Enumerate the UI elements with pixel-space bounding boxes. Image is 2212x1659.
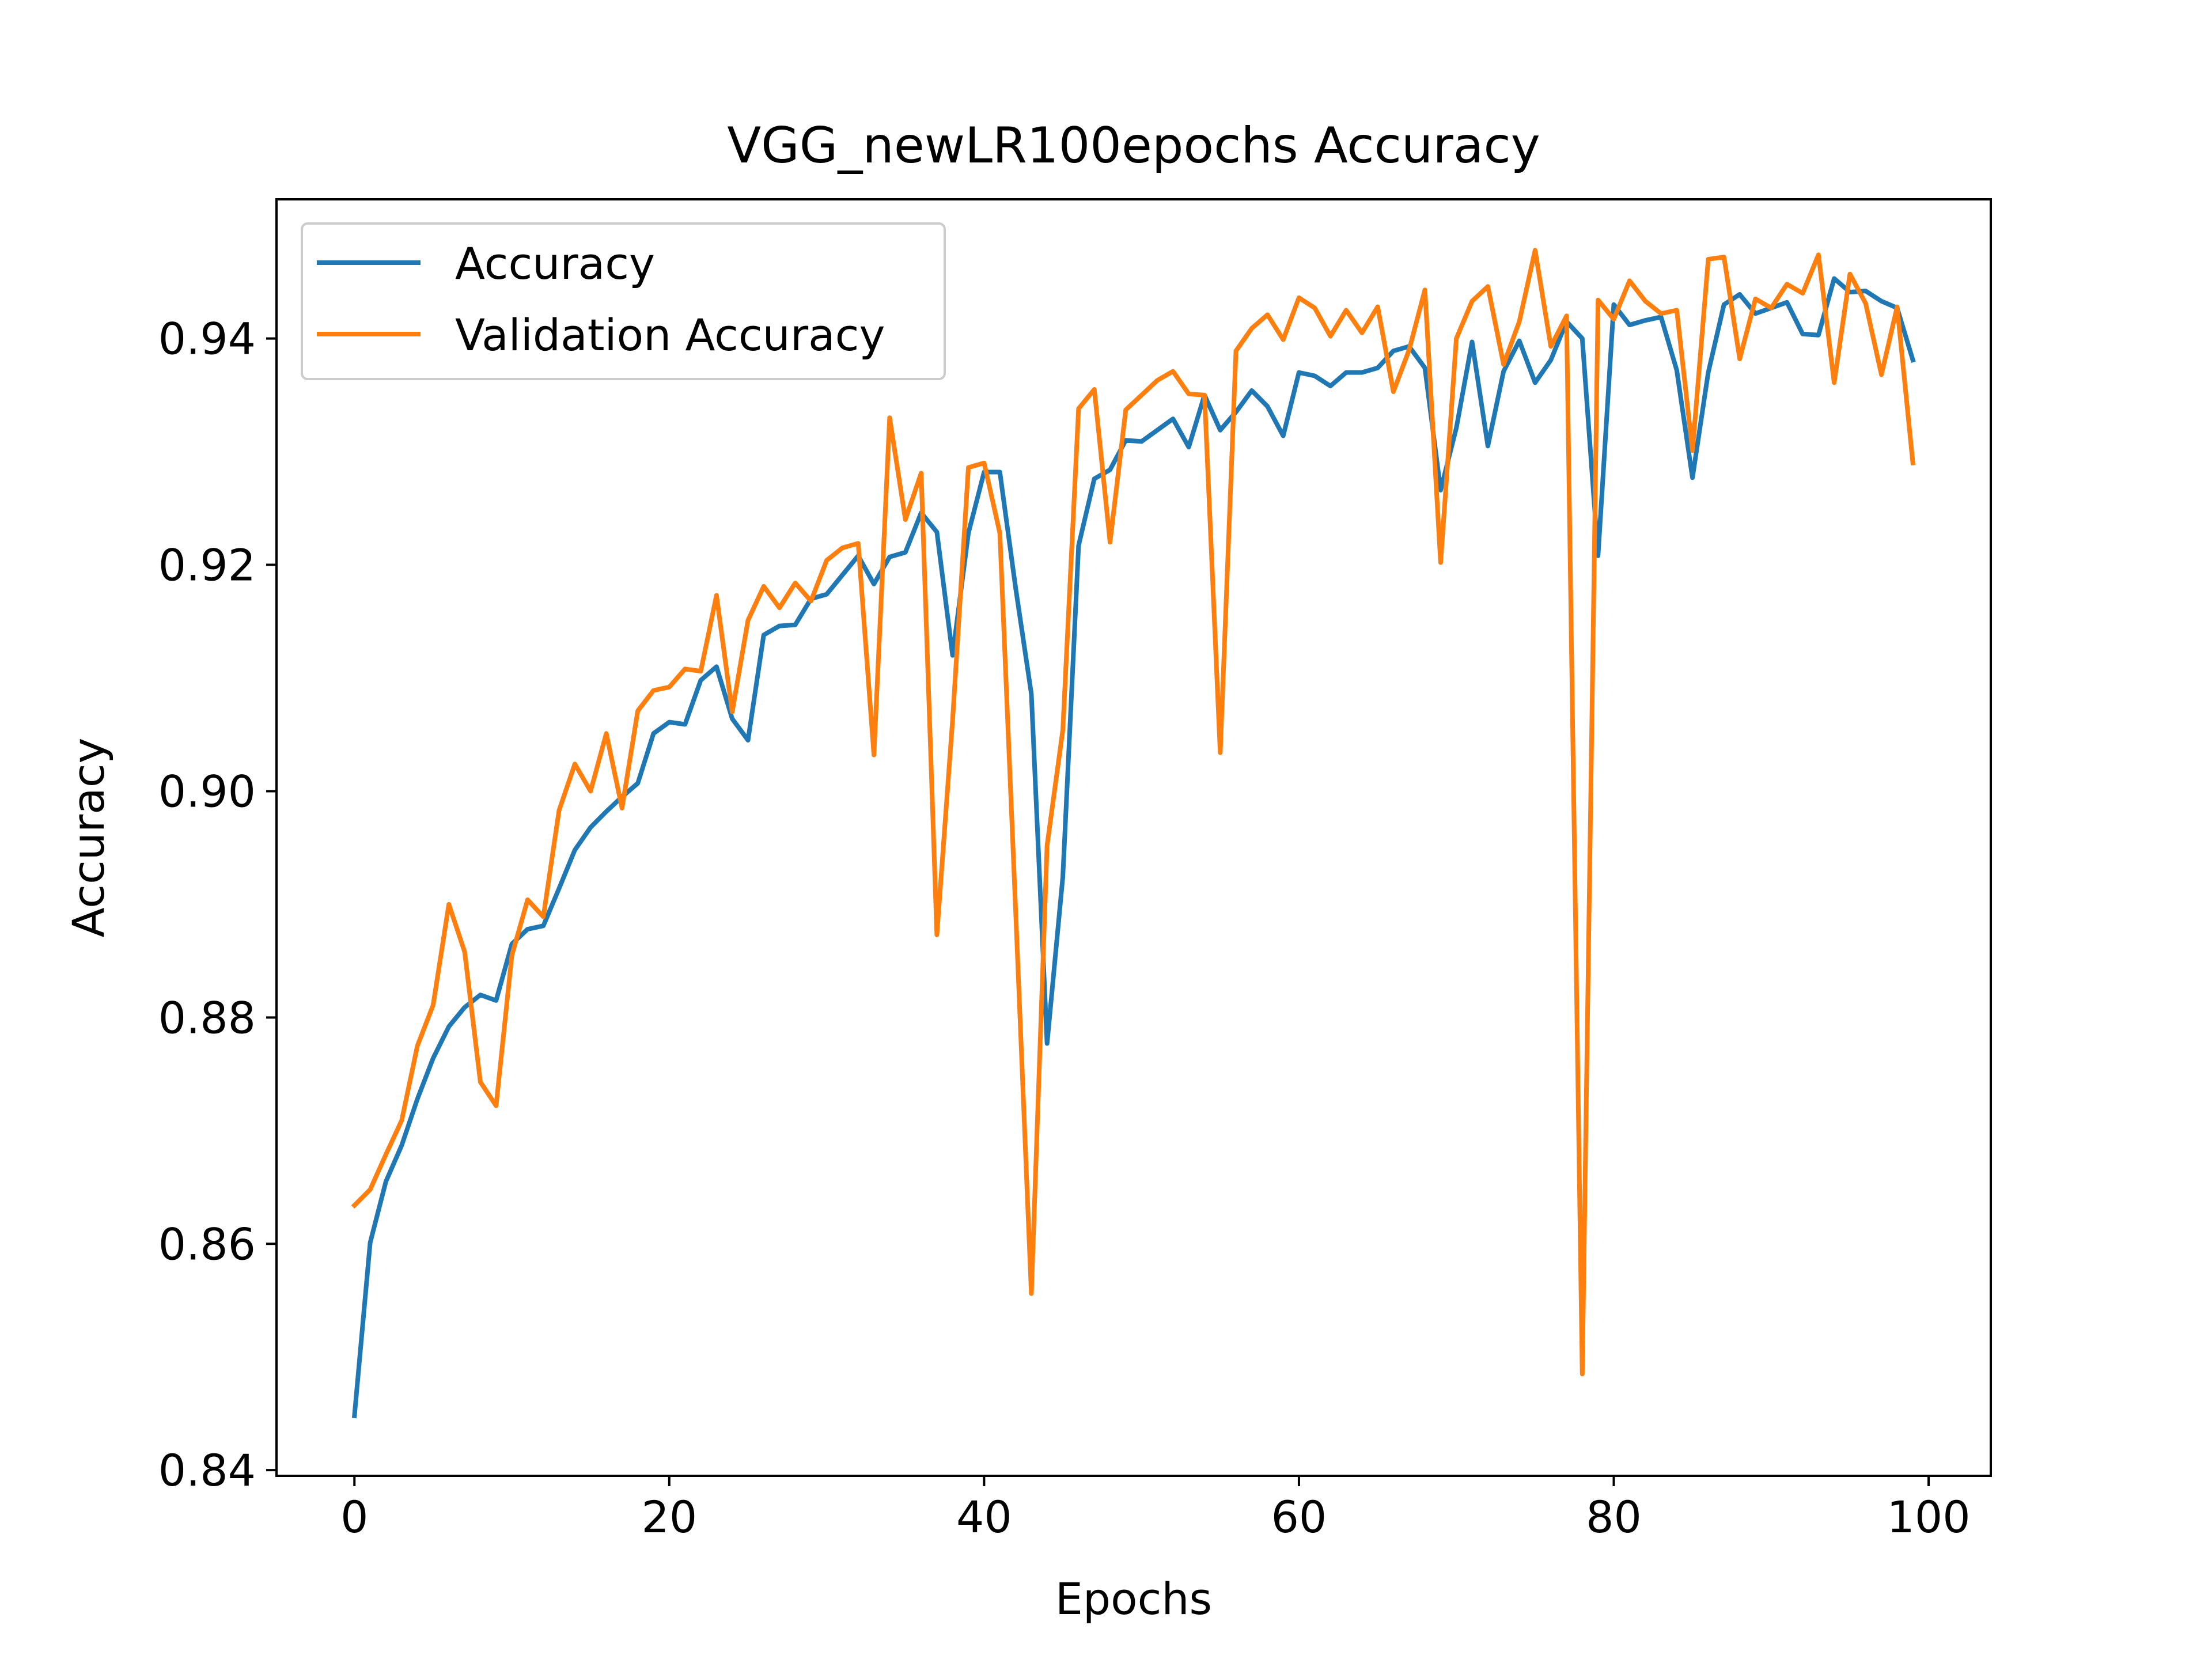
legend-label-validation-accuracy: Validation Accuracy <box>455 309 885 361</box>
y-tick-label: 0.94 <box>158 313 256 365</box>
y-tick-label: 0.84 <box>158 1445 256 1496</box>
x-tick-label: 60 <box>1271 1491 1327 1543</box>
chart-title: VGG_newLR100epochs Accuracy <box>727 117 1540 175</box>
y-tick-label: 0.88 <box>158 992 256 1043</box>
series-line-accuracy <box>351 276 1916 1419</box>
x-tick-label: 40 <box>956 1491 1012 1543</box>
x-axis: 0 20 40 60 80 100 <box>340 1476 1971 1543</box>
legend-label-accuracy: Accuracy <box>455 238 655 289</box>
series-layer <box>351 248 1916 1419</box>
y-axis: 0.84 0.86 0.88 0.90 0.92 0.94 <box>158 313 276 1496</box>
legend: Accuracy Validation Accuracy <box>301 222 946 380</box>
legend-box <box>301 222 946 380</box>
y-tick-label: 0.90 <box>158 766 256 817</box>
x-tick-label: 100 <box>1887 1491 1971 1543</box>
plot-frame <box>275 198 1992 1477</box>
y-tick-label: 0.86 <box>158 1218 256 1270</box>
x-tick-label: 20 <box>641 1491 697 1543</box>
y-tick-label: 0.92 <box>158 540 256 591</box>
x-axis-label: Epochs <box>1055 1573 1212 1624</box>
x-tick-label: 80 <box>1586 1491 1642 1543</box>
y-axis-label: Accuracy <box>63 738 114 938</box>
series-line-validation-accuracy <box>351 248 1916 1377</box>
x-tick-label: 0 <box>340 1491 368 1543</box>
